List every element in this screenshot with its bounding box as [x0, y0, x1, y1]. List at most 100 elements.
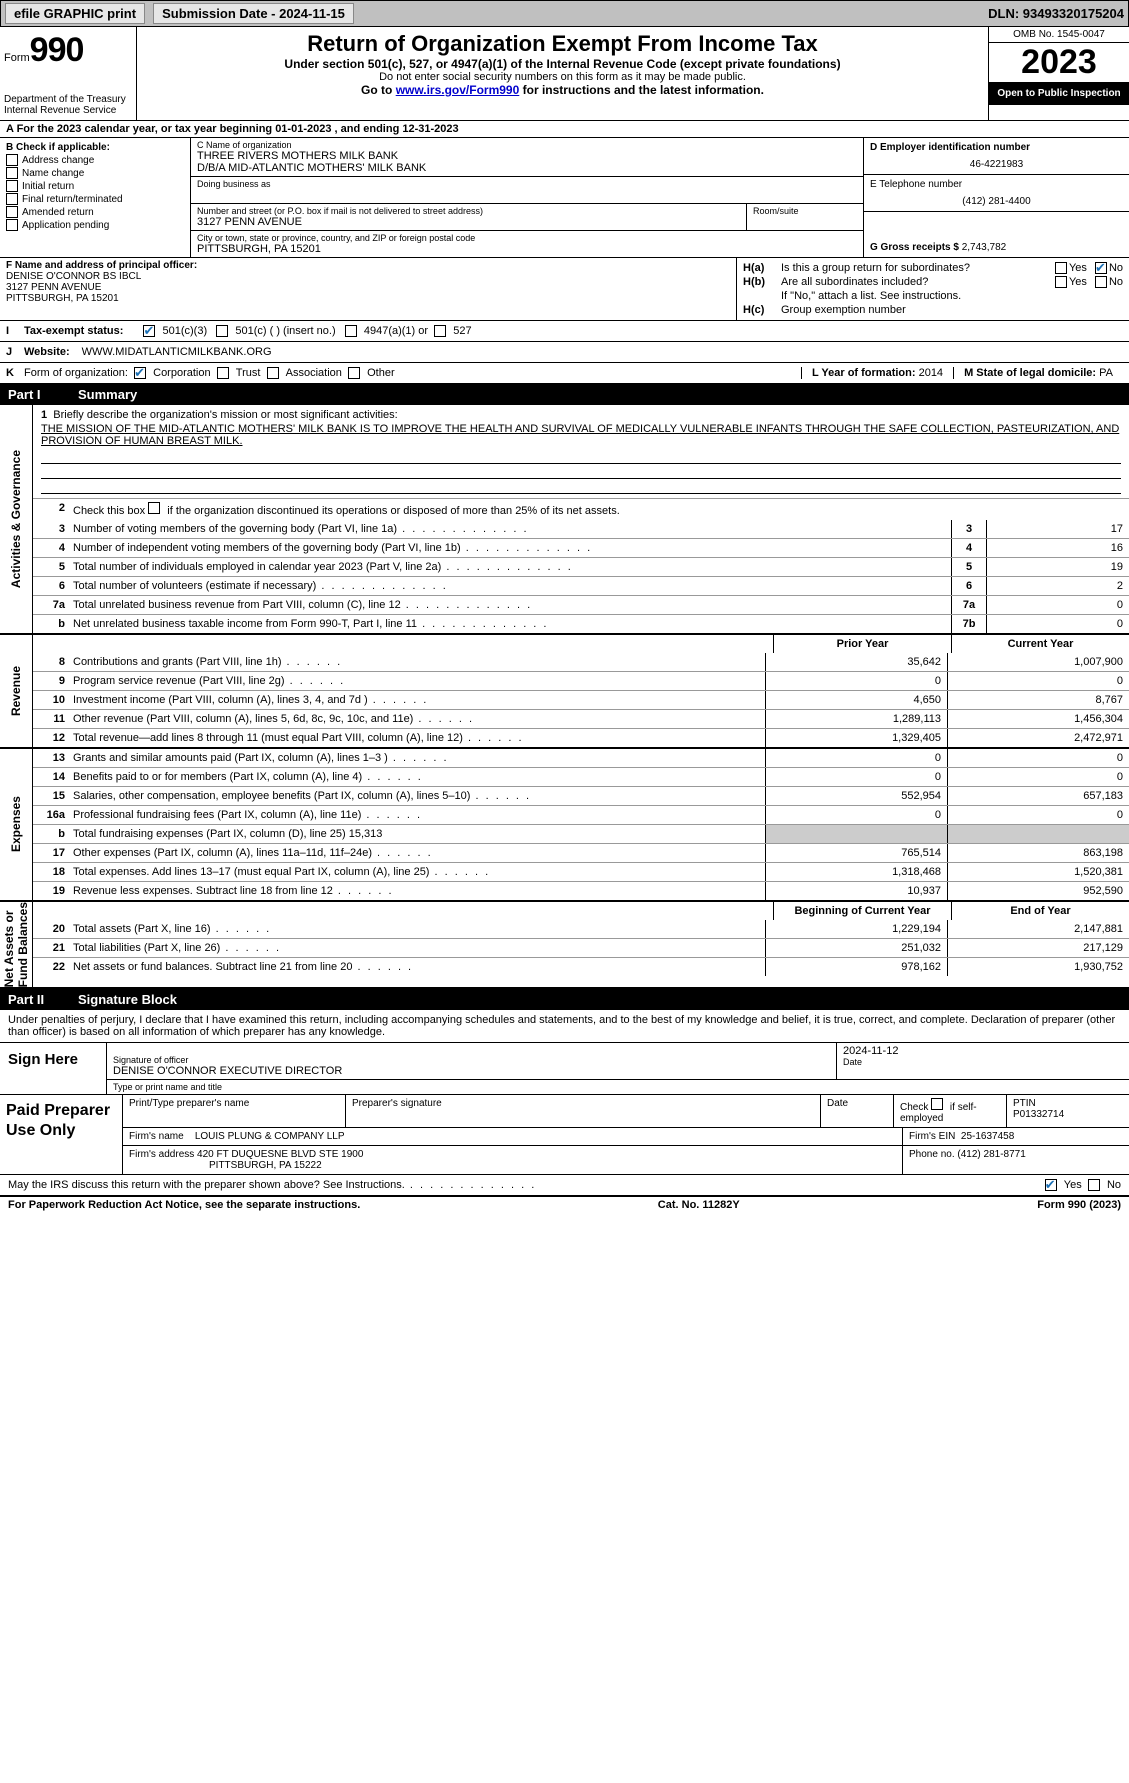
discuss-text: May the IRS discuss this return with the… [8, 1179, 536, 1191]
line-value: 0 [986, 615, 1129, 633]
discontinued-checkbox[interactable] [148, 502, 160, 514]
officer-label: F Name and address of principal officer: [6, 260, 730, 271]
line-text: Total revenue—add lines 8 through 11 (mu… [69, 729, 765, 747]
ptin-label: PTIN [1013, 1098, 1123, 1109]
gross-label: G Gross receipts $ [870, 242, 959, 253]
line-value: 0 [986, 596, 1129, 614]
line-value: 2 [986, 577, 1129, 595]
other-checkbox[interactable] [348, 367, 360, 379]
ssn-note: Do not enter social security numbers on … [145, 71, 980, 83]
line-text: Total expenses. Add lines 13–17 (must eq… [69, 863, 765, 881]
corp-checkbox[interactable] [134, 367, 146, 379]
line-value: 16 [986, 539, 1129, 557]
goto-post: for instructions and the latest informat… [519, 83, 764, 97]
ha-yes-checkbox[interactable] [1055, 262, 1067, 274]
officer-addr1: 3127 PENN AVENUE [6, 282, 730, 293]
discuss-no-checkbox[interactable] [1088, 1179, 1100, 1191]
assoc-checkbox[interactable] [267, 367, 279, 379]
website-label: Website: [24, 346, 70, 358]
ha-tag: H(a) [743, 262, 781, 274]
current-year-header: Current Year [951, 635, 1129, 653]
open-public-badge: Open to Public Inspection [989, 82, 1129, 105]
amended-return-checkbox[interactable] [6, 206, 18, 218]
line-prior: 765,514 [765, 844, 947, 862]
line-current: 0 [947, 806, 1129, 824]
line-current: 0 [947, 749, 1129, 767]
501c-checkbox[interactable] [216, 325, 228, 337]
submission-date-button[interactable]: Submission Date - 2024-11-15 [153, 3, 354, 24]
self-employed-checkbox[interactable] [931, 1098, 943, 1110]
hb-yes-checkbox[interactable] [1055, 276, 1067, 288]
501c3-checkbox[interactable] [143, 325, 155, 337]
line-num: b [33, 615, 69, 633]
line-current: 8,767 [947, 691, 1129, 709]
line-box: 6 [951, 577, 986, 595]
efile-print-button[interactable]: efile GRAPHIC print [5, 3, 145, 24]
line-text: Program service revenue (Part VIII, line… [69, 672, 765, 690]
line-num: 20 [33, 920, 69, 938]
final-return-checkbox[interactable] [6, 193, 18, 205]
part-2-header: Part II Signature Block [0, 989, 1129, 1010]
line-num: 17 [33, 844, 69, 862]
line-num: 16a [33, 806, 69, 824]
paid-preparer-label: Paid Preparer Use Only [0, 1095, 123, 1174]
line-prior: 35,642 [765, 653, 947, 671]
line-text: Contributions and grants (Part VIII, lin… [69, 653, 765, 671]
prior-year-header: Prior Year [773, 635, 951, 653]
irs-link[interactable]: www.irs.gov/Form990 [396, 83, 520, 97]
line-num: 10 [33, 691, 69, 709]
perjury-declaration: Under penalties of perjury, I declare th… [0, 1010, 1129, 1043]
hb-no-checkbox[interactable] [1095, 276, 1107, 288]
trust-checkbox[interactable] [217, 367, 229, 379]
line-text: Total fundraising expenses (Part IX, col… [69, 825, 765, 843]
street-address: 3127 PENN AVENUE [197, 216, 740, 228]
org-name-1: THREE RIVERS MOTHERS MILK BANK [197, 150, 857, 162]
k-tag: K [6, 367, 24, 379]
sig-date-label: Date [843, 1057, 1123, 1067]
begin-year-header: Beginning of Current Year [773, 902, 951, 920]
sig-officer-label: Signature of officer [113, 1055, 830, 1065]
hb-tag: H(b) [743, 276, 781, 288]
line-value: 17 [986, 520, 1129, 538]
line-prior: 251,032 [765, 939, 947, 957]
line-current: 2,472,971 [947, 729, 1129, 747]
prep-sig-label: Preparer's signature [346, 1095, 821, 1127]
addr-label: Number and street (or P.O. box if mail i… [197, 206, 740, 216]
hb-note: If "No," attach a list. See instructions… [781, 290, 961, 302]
org-name-label: C Name of organization [197, 140, 857, 150]
ha-no-checkbox[interactable] [1095, 262, 1107, 274]
initial-return-checkbox[interactable] [6, 180, 18, 192]
officer-addr2: PITTSBURGH, PA 15201 [6, 293, 730, 304]
line-num: 7a [33, 596, 69, 614]
name-change-checkbox[interactable] [6, 167, 18, 179]
discuss-yes-checkbox[interactable] [1045, 1179, 1057, 1191]
form-word: Form [4, 52, 30, 64]
goto-pre: Go to [361, 83, 396, 97]
4947-checkbox[interactable] [345, 325, 357, 337]
ptin-value: P01332714 [1013, 1109, 1123, 1120]
line-text: Grants and similar amounts paid (Part IX… [69, 749, 765, 767]
app-pending-checkbox[interactable] [6, 219, 18, 231]
end-year-header: End of Year [951, 902, 1129, 920]
line-prior: 552,954 [765, 787, 947, 805]
form-number: 990 [30, 31, 84, 70]
line-box: 5 [951, 558, 986, 576]
line-current: 1,007,900 [947, 653, 1129, 671]
type-name-label: Type or print name and title [107, 1080, 1129, 1094]
address-change-checkbox[interactable] [6, 154, 18, 166]
tax-year: 2023 [989, 43, 1129, 82]
line-num: 11 [33, 710, 69, 728]
firm-addr2: PITTSBURGH, PA 15222 [129, 1160, 896, 1171]
line-text: Salaries, other compensation, employee b… [69, 787, 765, 805]
line-prior: 0 [765, 806, 947, 824]
tax-status-label: Tax-exempt status: [24, 325, 123, 337]
line-current: 1,520,381 [947, 863, 1129, 881]
line-num: 14 [33, 768, 69, 786]
line-num: 19 [33, 882, 69, 900]
hc-text: Group exemption number [781, 304, 906, 316]
line-current: 217,129 [947, 939, 1129, 957]
line-prior: 978,162 [765, 958, 947, 976]
mission-label: Briefly describe the organization's miss… [53, 409, 397, 421]
firm-phone: (412) 281-8771 [957, 1149, 1025, 1160]
527-checkbox[interactable] [434, 325, 446, 337]
